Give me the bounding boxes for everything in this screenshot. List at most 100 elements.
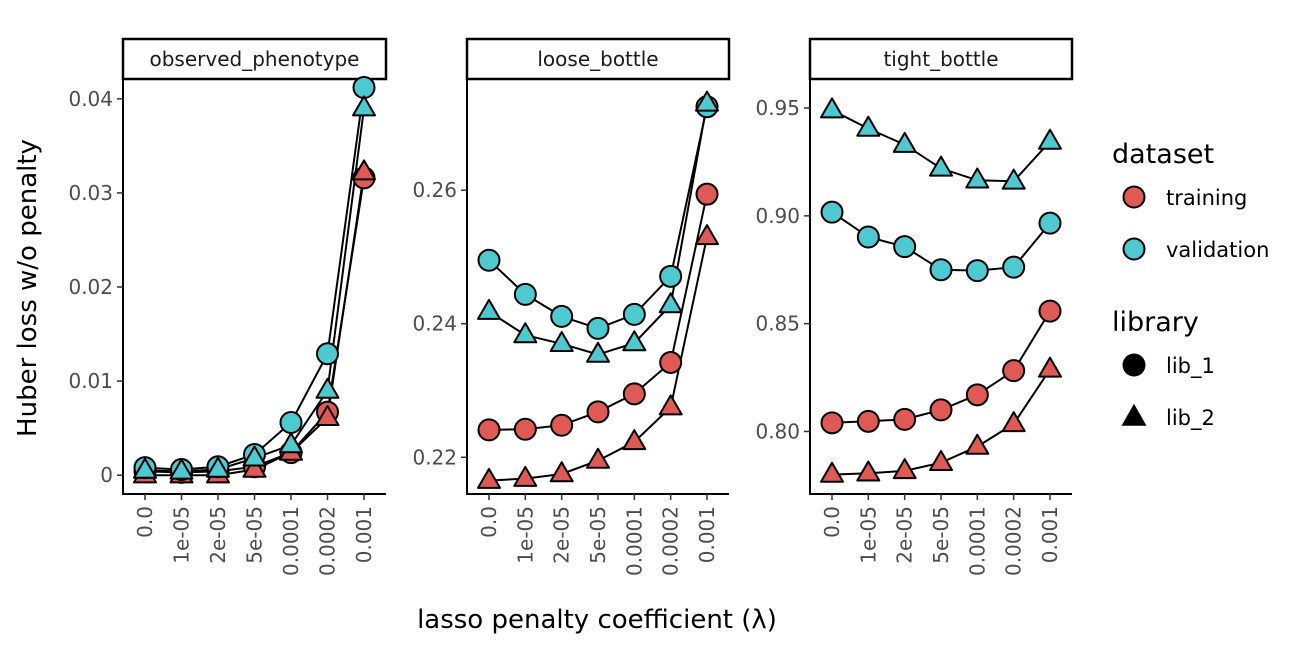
x-tick-label: 5e-05	[929, 506, 953, 564]
point-validation-lib_1	[477, 248, 501, 272]
point-training-lib_1	[659, 350, 683, 374]
legend-key-lib_2	[1121, 403, 1147, 426]
y-tick-label: 0.95	[755, 96, 800, 120]
point-validation-lib_2	[549, 331, 574, 352]
x-tick-label: 0.0002	[1002, 506, 1026, 576]
point-validation-lib_2	[965, 167, 990, 189]
point-validation-lib_2	[133, 457, 157, 479]
x-tick-label: 5e-05	[243, 506, 267, 564]
series-line-validation-lib_2	[488, 103, 708, 356]
point-validation-lib_2	[892, 131, 917, 153]
point-training-lib_1	[1002, 359, 1026, 383]
point-training-lib_2	[965, 433, 990, 455]
x-tick-label: 0.0001	[279, 506, 303, 576]
point-training-lib_1	[893, 407, 917, 431]
point-training-lib_1	[550, 413, 574, 437]
point-training-lib_1	[1038, 299, 1062, 323]
point-validation-lib_1	[820, 200, 844, 224]
y-tick-label: 0.02	[68, 275, 113, 299]
point-training-lib_2	[892, 458, 917, 480]
x-tick-label: 0.0001	[965, 506, 989, 576]
point-training-lib_1	[477, 418, 501, 442]
y-tick-label: 0.90	[755, 204, 800, 228]
point-training-lib_2	[549, 461, 574, 483]
point-validation-lib_2	[477, 298, 501, 320]
point-training-lib_1	[965, 383, 989, 407]
facet-strip	[121, 37, 388, 81]
point-training-lib_2	[477, 467, 501, 489]
point-validation-lib_2	[169, 458, 194, 480]
point-training-lib_1	[856, 409, 880, 433]
facet-strip-label: observed_phenotype	[150, 47, 360, 71]
point-validation-lib_1	[1002, 255, 1026, 279]
point-training-lib_2	[1038, 356, 1062, 378]
point-validation-lib_2	[1038, 128, 1062, 150]
x-tick-label: 1e-05	[513, 506, 537, 564]
y-tick-label: 0.03	[68, 181, 113, 205]
point-validation-lib_2	[622, 330, 647, 352]
facet-observed_phenotype: observed_phenotype 0 0.01 0.02 0.03 0.04 0.0 1e…	[68, 37, 388, 576]
point-training-lib_1	[929, 398, 953, 422]
x-tick-label: 0.0	[477, 506, 501, 538]
x-tick-label: 1e-05	[170, 506, 194, 564]
x-tick-label: 0.001	[695, 506, 719, 563]
y-tick-label: 0.22	[412, 445, 457, 469]
y-tick-label: 0	[100, 463, 113, 487]
legend-title-dataset: dataset	[1112, 139, 1214, 170]
point-validation-lib_2	[856, 115, 881, 137]
point-validation-lib_2	[352, 95, 376, 117]
point-validation-lib_2	[315, 377, 340, 399]
point-training-lib_2	[513, 465, 538, 487]
x-tick-label: 1e-05	[856, 506, 880, 564]
point-validation-lib_2	[658, 292, 683, 314]
point-validation-lib_1	[659, 264, 683, 288]
point-validation-lib_2	[513, 322, 538, 344]
facet-tight_bottle: tight_bottle 0.80 0.85 0.90 0.95 0.0 1e-05 2e-0…	[755, 37, 1074, 576]
x-tick-label: 0.0002	[659, 506, 683, 576]
point-training-lib_1	[622, 382, 646, 406]
point-validation-lib_2	[929, 155, 953, 177]
facet-strip-label: loose_bottle	[537, 47, 658, 71]
legend-label-lib_1: lib_1	[1166, 354, 1215, 379]
y-tick-label: 0.24	[412, 312, 457, 336]
legend-key-training	[1122, 185, 1146, 209]
x-tick-label: 0.001	[1038, 506, 1062, 563]
point-validation-lib_1	[622, 302, 646, 326]
point-validation-lib_1	[586, 316, 610, 340]
legend-key-lib_1	[1122, 353, 1146, 377]
point-validation-lib_2	[586, 341, 610, 363]
y-tick-label: 0.85	[755, 312, 800, 336]
facet-strip	[465, 37, 731, 81]
point-validation-lib_1	[352, 76, 376, 100]
point-validation-lib_2	[242, 445, 267, 467]
x-tick-label: 2e-05	[893, 506, 917, 564]
facet-strip	[808, 37, 1074, 81]
y-tick-label: 0.80	[755, 419, 800, 443]
legend-label-training: training	[1166, 186, 1247, 210]
point-training-lib_2	[856, 460, 881, 482]
x-tick-label: 0.0002	[316, 506, 340, 576]
point-training-lib_1	[695, 182, 719, 206]
y-tick-label: 0.01	[68, 369, 113, 393]
point-training-lib_2	[929, 450, 953, 471]
x-tick-label: 2e-05	[206, 506, 230, 564]
y-tick-label: 0.04	[68, 87, 113, 111]
x-axis-title: lasso penalty coefficient (λ)	[417, 605, 777, 635]
point-training-lib_2	[315, 405, 340, 426]
point-training-lib_2	[622, 429, 647, 451]
legend: dataset training validation library lib_1lib…	[1112, 139, 1269, 431]
point-training-lib_2	[695, 224, 719, 246]
legend-label-validation: validation	[1166, 238, 1269, 262]
point-validation-lib_1	[965, 259, 989, 283]
legend-label-lib_2: lib_2	[1166, 406, 1215, 431]
point-validation-lib_2	[206, 456, 230, 478]
point-training-lib_2	[658, 394, 683, 416]
point-validation-lib_1	[893, 235, 917, 259]
facet-strip-label: tight_bottle	[883, 47, 998, 71]
legend-title-library: library	[1112, 307, 1199, 338]
x-tick-label: 0.0	[820, 506, 844, 538]
x-tick-label: 5e-05	[586, 506, 610, 564]
point-validation-lib_1	[316, 342, 339, 366]
y-axis-title: Huber loss w/o penalty	[13, 139, 43, 437]
